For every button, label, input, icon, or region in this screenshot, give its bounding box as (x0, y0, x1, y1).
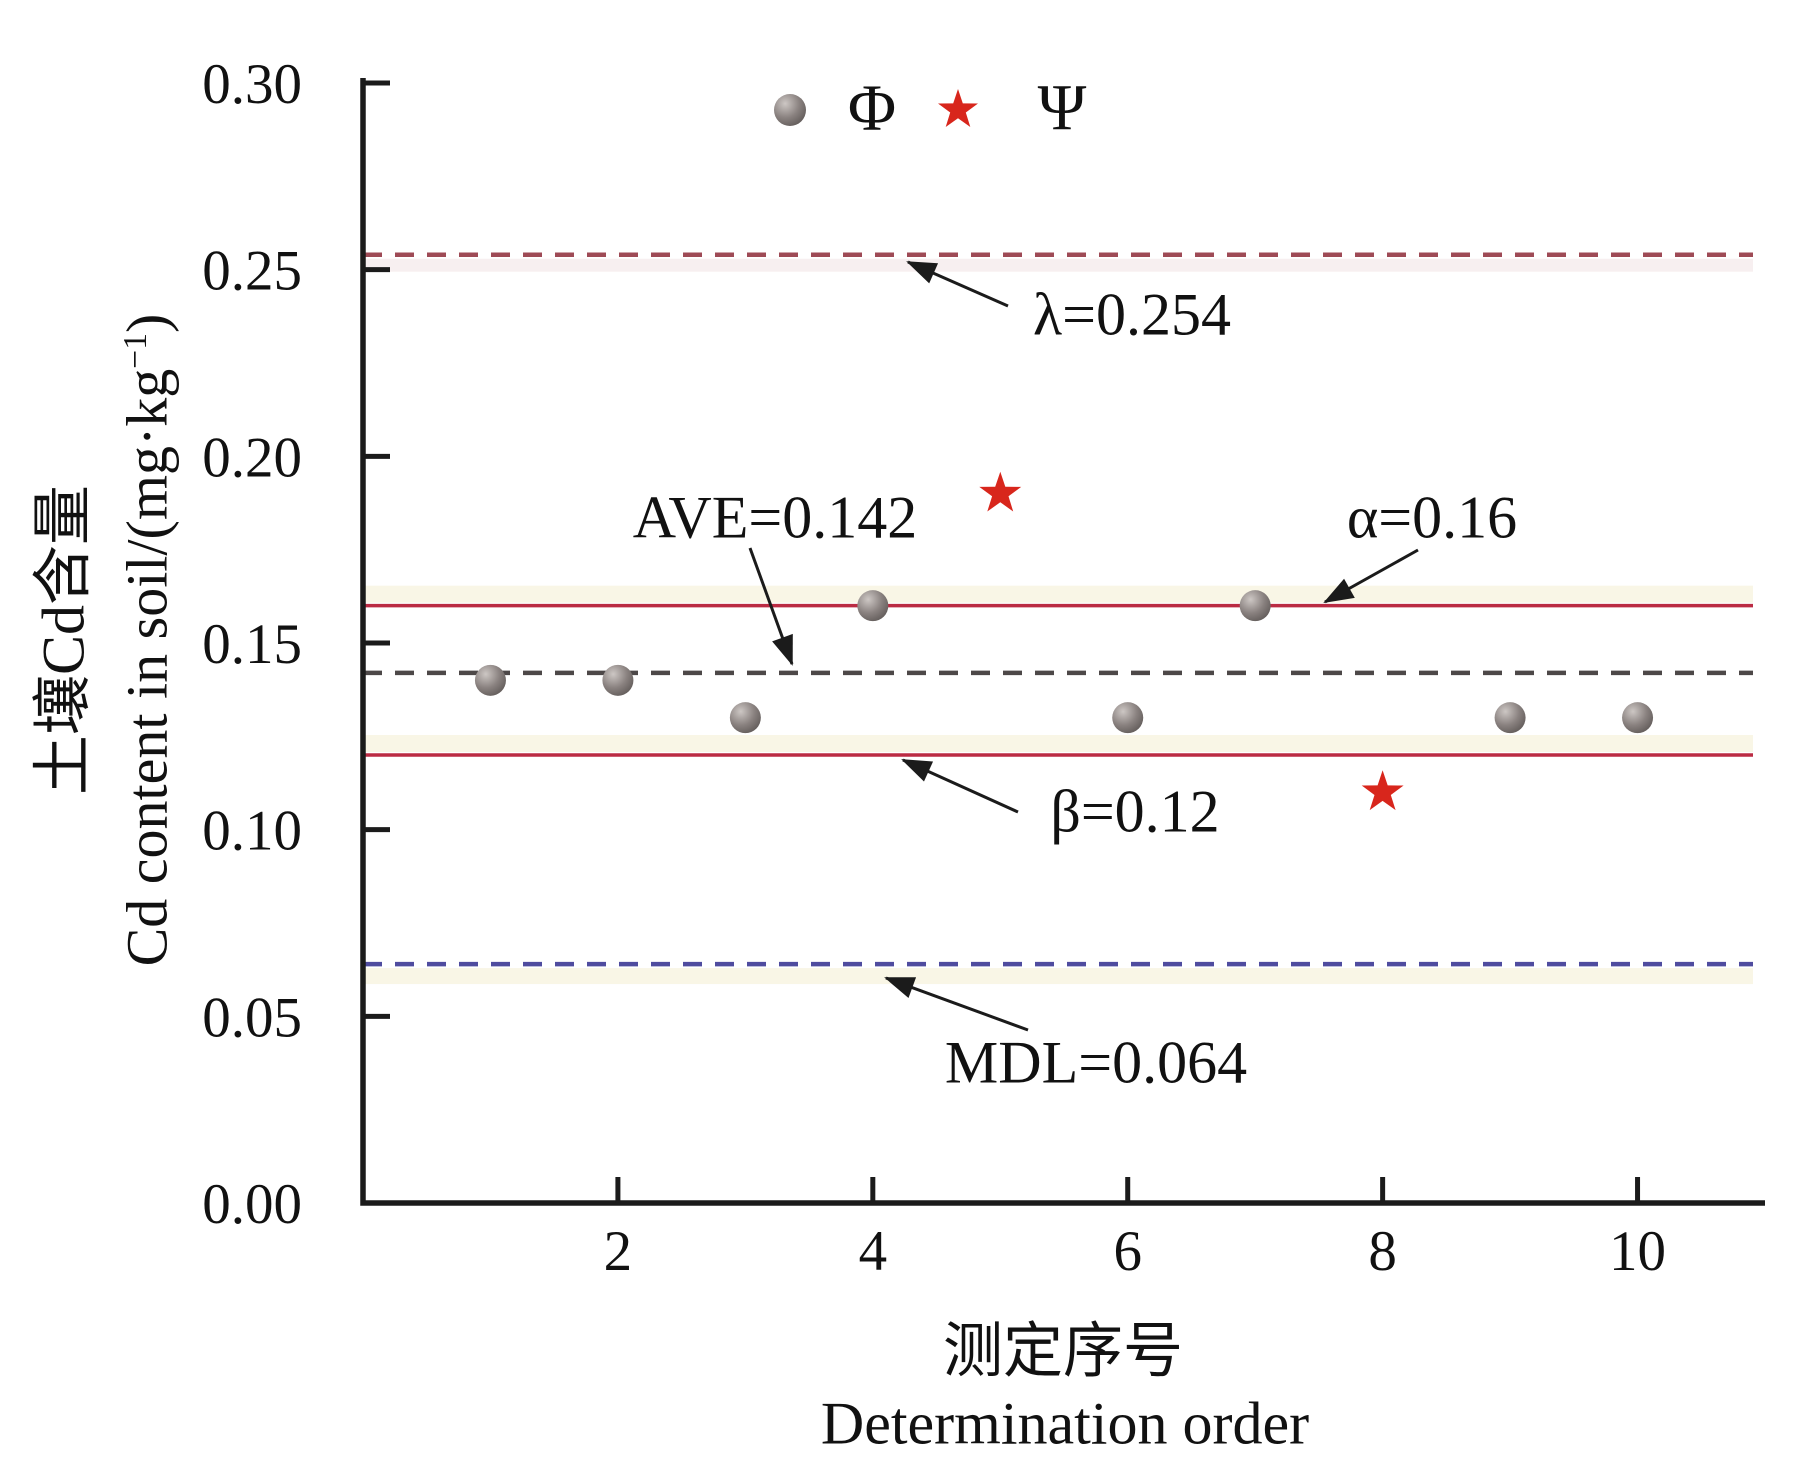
svg-text:10: 10 (1609, 1220, 1666, 1283)
svg-text:0.25: 0.25 (202, 240, 302, 303)
annotation-mdl: MDL=0.064 (944, 1029, 1248, 1096)
legend-label-phi: Φ (847, 71, 897, 145)
y-axis-title-en: Cd content in soil/(mg·kg−1) (114, 313, 180, 967)
annotation-alpha: α=0.16 (1346, 484, 1518, 551)
svg-text:0.15: 0.15 (202, 613, 302, 676)
svg-text:0.05: 0.05 (202, 986, 302, 1049)
y-axis-title-en-text: Cd content in soil/(mg·kg (114, 368, 180, 967)
y-axis-title-en-close: ) (114, 313, 180, 333)
svg-text:0.30: 0.30 (202, 53, 302, 116)
svg-text:6: 6 (1113, 1220, 1142, 1283)
annotation-beta: β=0.12 (1050, 778, 1220, 845)
annotation-lambda: λ=0.254 (1033, 281, 1231, 348)
svg-text:0.00: 0.00 (202, 1173, 302, 1236)
svg-text:0.20: 0.20 (202, 426, 302, 489)
svg-text:8: 8 (1368, 1220, 1397, 1283)
annotation-ave: AVE=0.142 (632, 484, 918, 551)
legend-label-psi: Ψ (1037, 71, 1087, 145)
x-axis-title-en: Determination order (820, 1390, 1310, 1457)
x-axis-title-zh: 测定序号 (943, 1318, 1183, 1385)
svg-text:4: 4 (859, 1220, 888, 1283)
y-axis-title-zh: 土壤Cd含量 (30, 484, 97, 796)
svg-text:2: 2 (604, 1220, 633, 1283)
svg-text:0.10: 0.10 (202, 800, 302, 863)
y-axis-title-en-superscript: −1 (117, 332, 155, 369)
